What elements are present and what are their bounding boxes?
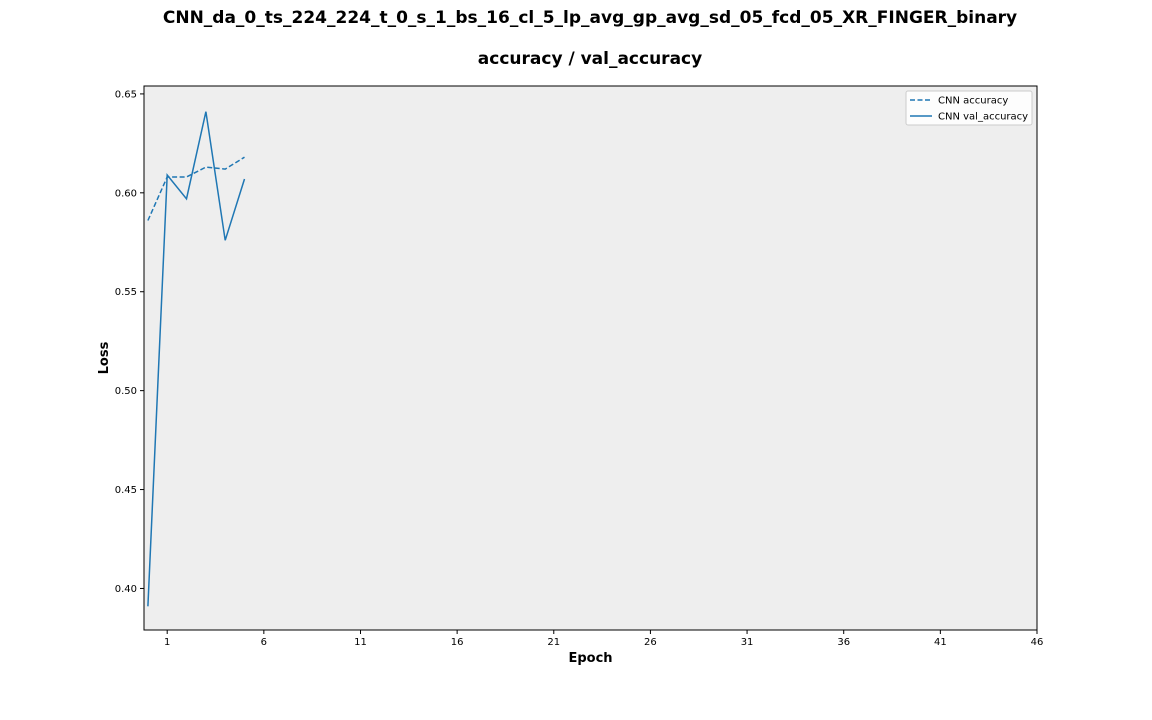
y-axis-label: Loss: [97, 341, 112, 374]
y-tick-label: 0.55: [115, 287, 137, 298]
y-tick-label: 0.40: [115, 584, 137, 595]
x-tick-label: 6: [261, 637, 267, 648]
x-tick-label: 21: [547, 637, 560, 648]
plot-area: [144, 86, 1037, 630]
plot-frame: [143, 85, 1038, 631]
legend-box: [905, 90, 1033, 126]
series-line-2: [147, 111, 246, 607]
legend-entry-1: CNN accuracy: [938, 96, 1008, 107]
x-tick-label: 16: [451, 637, 464, 648]
legend-entry-2: CNN val_accuracy: [938, 112, 1028, 123]
y-tick-label: 0.50: [115, 386, 137, 397]
x-tick-label: 1: [164, 637, 170, 648]
x-tick-label: 41: [934, 637, 947, 648]
x-tick-label: 31: [741, 637, 754, 648]
x-axis-label: Epoch: [568, 651, 612, 666]
y-tick-label: 0.65: [115, 89, 137, 100]
x-tick-label: 46: [1031, 637, 1044, 648]
y-tick-label: 0.60: [115, 188, 137, 199]
chart-title: CNN_da_0_ts_224_224_t_0_s_1_bs_16_cl_5_l…: [162, 8, 1018, 28]
x-tick-label: 26: [644, 637, 657, 648]
x-tick-label: 36: [837, 637, 850, 648]
y-tick-label: 0.45: [115, 485, 137, 496]
x-tick-label: 11: [354, 637, 367, 648]
chart-subtitle: accuracy / val_accuracy: [477, 49, 703, 69]
legend: CNN accuracy CNN val_accuracy: [905, 90, 1033, 126]
series-line-1: [147, 156, 245, 221]
